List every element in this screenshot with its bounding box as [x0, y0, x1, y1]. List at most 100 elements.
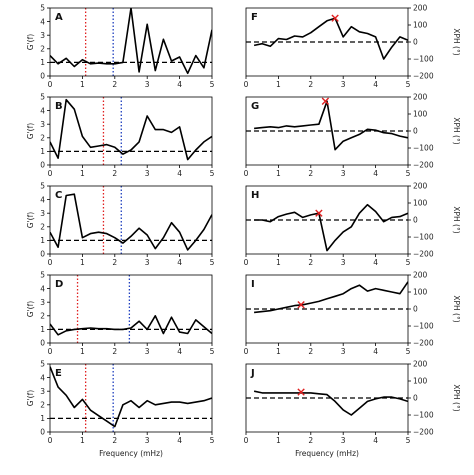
panel-i: I 0 1 2 3 4 5−200 −100 0 100 200 XPH (°) [244, 271, 461, 356]
x-tick-label: 2 [308, 347, 313, 356]
axes-frame [49, 96, 213, 166]
x-tick-label: 2 [308, 80, 313, 89]
data-series-line [254, 203, 408, 252]
y-tick-label: 4 [40, 284, 45, 293]
y-tick-label: 0 [413, 127, 418, 136]
x-tick-label: 3 [145, 436, 150, 445]
y-tick-label: 1 [40, 414, 45, 423]
panel-g: G 0 1 2 3 4 5−200 −100 0 100 200 XPH (°) [244, 93, 461, 178]
axes-frame [49, 274, 213, 344]
y-tick-label: 5 [40, 360, 45, 369]
y-tick-label: 1 [40, 236, 45, 245]
x-tick-label: 3 [341, 347, 346, 356]
x-tick-label: 5 [210, 80, 215, 89]
y-axis-label: G'(f) [26, 301, 35, 317]
x-tick-label: 1 [80, 169, 85, 178]
x-tick-label: 1 [276, 169, 281, 178]
panel-label: C [55, 190, 62, 201]
x-tick-label: 4 [177, 258, 182, 267]
y-tick-label: 100 [413, 288, 428, 297]
panel-c: C 0 1 2 3 4 5 0 1 2 3 4 5 G'(f) [26, 182, 215, 267]
x-tick-label: 1 [80, 436, 85, 445]
x-tick-label: 2 [112, 169, 117, 178]
x-tick-label: 2 [308, 258, 313, 267]
x-axis-label: Frequency (mHz) [295, 449, 359, 458]
y-tick-label: 3 [40, 298, 45, 307]
panel-label: J [250, 368, 255, 379]
y-tick-label: −100 [413, 144, 434, 153]
y-tick-label: 2 [40, 223, 45, 232]
x-tick-label: 0 [244, 436, 249, 445]
x-tick-label: 0 [244, 80, 249, 89]
x-tick-label: 4 [373, 169, 378, 178]
y-tick-label: 4 [40, 195, 45, 204]
y-axis-label: G'(f) [26, 34, 35, 50]
x-tick-label: 5 [406, 258, 411, 267]
y-tick-label: 0 [40, 339, 45, 348]
x-tick-label: 2 [112, 436, 117, 445]
y-tick-label: 200 [413, 4, 428, 13]
x-tick-label: 2 [308, 436, 313, 445]
panel-label: G [251, 101, 259, 112]
data-series-line [50, 366, 212, 428]
axes-frame [49, 7, 213, 77]
data-series-line [50, 193, 212, 251]
x-tick-label: 5 [210, 258, 215, 267]
x-tick-label: 3 [341, 169, 346, 178]
y-tick-label: 100 [413, 199, 428, 208]
panel-f: F 0 1 2 3 4 5−200 −100 0 100 200 XPH (°) [244, 4, 461, 89]
y-axis-label: XPH (°) [452, 295, 461, 322]
panel-b: B 0 1 2 3 4 5 0 1 2 3 4 5 G'(f) [26, 93, 215, 178]
y-tick-label: 4 [40, 373, 45, 382]
panel-label: I [251, 279, 255, 290]
y-tick-label: −100 [413, 411, 434, 420]
data-series-line [50, 98, 212, 161]
y-tick-label: −100 [413, 233, 434, 242]
x-tick-label: 5 [406, 80, 411, 89]
y-tick-label: 200 [413, 93, 428, 102]
x-tick-label: 1 [80, 80, 85, 89]
x-tick-label: 5 [406, 436, 411, 445]
y-tick-label: 0 [413, 394, 418, 403]
y-tick-label: 5 [40, 271, 45, 280]
y-tick-label: 1 [40, 58, 45, 67]
x-tick-label: 5 [406, 169, 411, 178]
data-series-line [50, 314, 212, 336]
panel-d: D 0 1 2 3 4 5 0 1 2 3 4 5 G'(f) [26, 271, 215, 356]
y-axis-label: XPH (°) [452, 28, 461, 55]
x-tick-label: 0 [48, 347, 53, 356]
axes-frame [49, 363, 213, 433]
x-tick-label: 4 [177, 80, 182, 89]
y-tick-label: 0 [40, 428, 45, 437]
x-tick-label: 5 [210, 347, 215, 356]
y-tick-label: −200 [413, 72, 434, 81]
x-tick-label: 3 [145, 169, 150, 178]
y-tick-label: 100 [413, 21, 428, 30]
x-tick-label: 3 [341, 258, 346, 267]
x-tick-label: 3 [341, 436, 346, 445]
x-tick-label: 5 [406, 347, 411, 356]
panel-label: B [55, 101, 63, 112]
x-tick-label: 3 [341, 80, 346, 89]
panel-a: A 0 1 2 3 4 5 0 1 2 3 4 5 G'(f) [26, 4, 215, 89]
x-tick-label: 1 [276, 347, 281, 356]
y-tick-label: 2 [40, 312, 45, 321]
x-tick-label: 5 [210, 169, 215, 178]
x-tick-label: 4 [177, 347, 182, 356]
data-series-line [254, 100, 408, 151]
panel-label: H [251, 190, 259, 201]
y-tick-label: 0 [413, 305, 418, 314]
y-tick-label: 200 [413, 360, 428, 369]
y-tick-label: 3 [40, 31, 45, 40]
panel-label: D [55, 279, 63, 290]
panel-label: A [55, 12, 63, 23]
x-tick-label: 1 [276, 258, 281, 267]
x-tick-label: 0 [244, 347, 249, 356]
y-axis-label: XPH (°) [452, 384, 461, 411]
y-tick-label: 3 [40, 387, 45, 396]
x-tick-label: 2 [112, 80, 117, 89]
y-tick-label: 5 [40, 182, 45, 191]
panel-h: H 0 1 2 3 4 5−200 −100 0 100 200 XPH (°) [244, 182, 461, 267]
data-series-line [253, 17, 408, 60]
